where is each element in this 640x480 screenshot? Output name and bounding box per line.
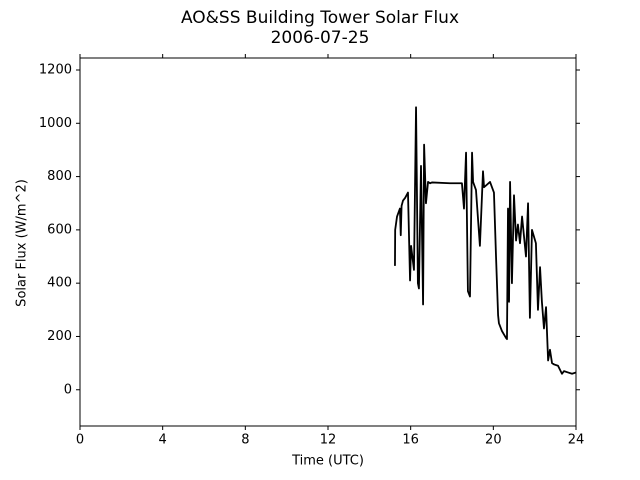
chart-title: AO&SS Building Tower Solar Flux [181,8,459,28]
y-axis-label: Solar Flux (W/m^2) [15,179,30,307]
y-tick-label: 600 [47,222,72,237]
y-tick-label: 400 [47,276,72,291]
x-tick-label: 12 [320,433,337,448]
x-tick-label: 8 [241,433,249,448]
x-tick-label: 24 [568,433,585,448]
x-tick-label: 16 [402,433,419,448]
x-axis-label: Time (UTC) [291,454,364,469]
x-tick-label: 0 [76,433,84,448]
y-tick-label: 1000 [39,116,72,131]
plot-frame [79,57,577,427]
data-line [394,106,577,375]
y-tick-label: 0 [64,382,72,397]
chart-subtitle: 2006-07-25 [271,28,370,48]
y-tick-label: 1200 [39,62,72,77]
y-tick-label: 800 [47,169,72,184]
x-tick-label: 20 [485,433,502,448]
y-tick-label: 200 [47,329,72,344]
x-tick-label: 4 [159,433,167,448]
